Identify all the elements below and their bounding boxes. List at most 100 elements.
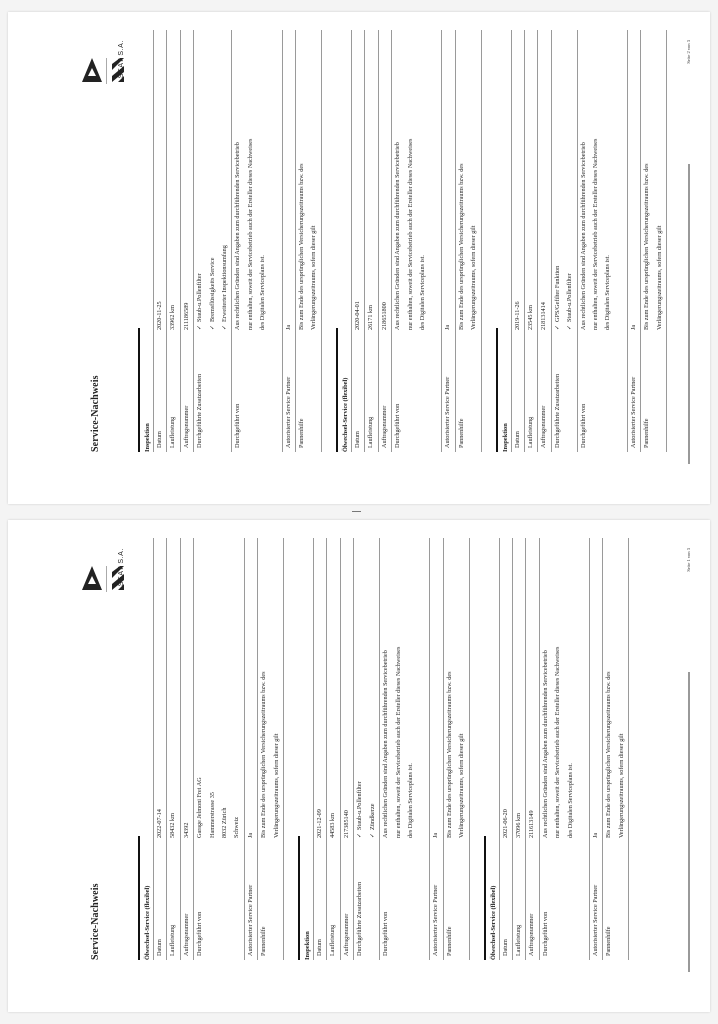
service-type-heading: Inspektion — [144, 423, 151, 452]
completed-work-item: Zündkerze — [367, 538, 379, 838]
row-value: 58432 km — [167, 538, 179, 838]
value-line: nur enthalten, soweit der Servicebetrieb… — [554, 646, 562, 838]
record-row: Datum 2021-12-09 — [313, 538, 327, 960]
value-line: Bis zum Ende des ursprünglichen Versiche… — [605, 671, 613, 838]
row-label: Datum — [156, 431, 163, 448]
row-value: 2020-11-25 — [154, 30, 166, 330]
row-label: Durchgeführte Zusatzarbeiten — [196, 373, 204, 448]
value-line: des Digitalen Serviceplans ist. — [604, 255, 612, 330]
row-label: Pannenhilfe — [445, 926, 453, 956]
value-line: 34392 — [182, 822, 190, 838]
row-value: 2019-11-26 — [512, 30, 524, 330]
page-footer: Seite 1 von 3 — [686, 548, 691, 972]
record-row: Durchgeführt von Garage Jelmoni Frei AG Ha… — [193, 538, 244, 960]
row-value: 2021-06-20 — [500, 538, 512, 838]
value-line: 217385140 — [342, 810, 350, 838]
row-value: Aus rechtlichen Gründen sind Angaben zum… — [380, 538, 417, 838]
record-row: Laufleistung 33962 km — [166, 30, 180, 452]
record-row: Laufleistung 37096 km — [511, 538, 526, 960]
record-row: Durchgeführte Zusatzarbeiten GPS/Gefilter… — [550, 30, 577, 452]
service-entry: Ölwechsel-Service (flexibel) Datum 2020-04… — [335, 30, 482, 452]
row-label: Autorisierter Service Partner — [629, 376, 637, 448]
row-label: Durchgeführte Zusatzarbeiten — [356, 881, 364, 956]
row-value: Aus rechtlichen Gründen sind Angaben zum… — [392, 30, 429, 330]
section-divider — [483, 836, 486, 960]
record-row: Autorisierter Service Partner Ja — [441, 30, 455, 452]
record-row: Laufleistung 26171 km — [364, 30, 378, 452]
record-row: Laufleistung 23545 km — [523, 30, 538, 452]
completed-work-item: Staub-u.Pollenfilter — [564, 30, 576, 330]
row-value: Aus rechtlichen Gründen sind Angaben zum… — [540, 538, 577, 838]
record-row: Pannenhilfe Bis zum Ende des ursprünglich… — [454, 30, 482, 452]
record-row: Pannenhilfe Bis zum Ende des ursprünglich… — [442, 538, 470, 960]
row-label: Auftragsnummer — [182, 913, 190, 956]
brand-name: SEAT S.A. — [118, 548, 125, 587]
row-value: 2020-04-01 — [352, 30, 364, 330]
service-type-heading: Ölwechsel-Service (flexibel) — [144, 885, 151, 960]
page-number: Seite 1 von 3 — [686, 548, 691, 572]
completed-work-item: Staub-u.Pollenfilter — [194, 30, 206, 330]
row-label: Durchgeführt von — [382, 911, 390, 956]
row-value: 211613149 — [526, 538, 538, 838]
value-line: 2021-06-20 — [501, 809, 509, 838]
row-value: Ja — [590, 538, 602, 838]
row-value: Bis zum Ende des ursprünglichen Versiche… — [456, 30, 481, 330]
row-label: Auftragsnummer — [182, 405, 190, 448]
value-line: nur enthalten, soweit der Servicebetrieb… — [246, 138, 254, 330]
row-value: Ja — [628, 30, 640, 330]
row-label: Laufleistung — [526, 416, 534, 448]
value-line: Bis zum Ende des ursprünglichen Versiche… — [445, 671, 453, 838]
value-line: Verlängerungszeitraums, sofern dieser gi… — [655, 225, 663, 330]
row-label: Auftragsnummer — [528, 913, 536, 956]
row-value: Ja — [442, 30, 454, 330]
row-value: 44583 km — [327, 538, 339, 838]
row-label: Durchgeführt von — [579, 403, 587, 448]
row-label: Durchgeführt von — [196, 911, 204, 956]
row-label: Autorisierter Service Partner — [432, 884, 440, 956]
row-value: Aus rechtlichen Gründen sind Angaben zum… — [232, 30, 269, 330]
service-entry: Inspektion Datum 2020-11-25 Laufleistung 339… — [138, 30, 322, 452]
value-line: Verlängerungszeitraums, sofern dieser gi… — [458, 733, 466, 838]
row-label: Datum — [501, 939, 509, 956]
row-label: Auftragsnummer — [342, 913, 350, 956]
row-label: Durchgeführt von — [234, 403, 242, 448]
row-value: 211186589 — [181, 30, 193, 330]
value-line: 211613149 — [528, 810, 536, 838]
service-records: Inspektion Datum 2020-11-25 Laufleistung 339… — [138, 30, 667, 452]
row-value: Ja — [430, 538, 442, 838]
value-line: Bis zum Ende des ursprünglichen Versiche… — [457, 163, 465, 330]
value-line: Ja — [629, 324, 637, 330]
section-divider — [138, 328, 140, 452]
row-label: Pannenhilfe — [605, 926, 613, 956]
row-value: 2021-12-09 — [314, 538, 326, 838]
row-label: Laufleistung — [514, 924, 522, 956]
row-label: Datum — [316, 939, 324, 956]
value-line: des Digitalen Serviceplans ist. — [418, 255, 426, 330]
value-line: Verlängerungszeitraums, sofern dieser gi… — [470, 225, 478, 330]
record-row: Durchgeführt von Aus rechtlichen Gründen … — [538, 538, 589, 960]
value-line: Verlängerungszeitraums, sofern dieser gi… — [272, 733, 280, 838]
service-entry: Inspektion Datum 2021-12-09 Laufleistung 445… — [298, 538, 470, 960]
row-value: Aus rechtlichen Gründen sind Angaben zum… — [578, 30, 615, 330]
value-line: Aus rechtlichen Gründen sind Angaben zum… — [234, 142, 242, 330]
row-label: Durchgeführt von — [394, 403, 402, 448]
row-label: Laufleistung — [329, 924, 337, 956]
row-label: Autorisierter Service Partner — [284, 376, 292, 448]
value-line: 2022-07-14 — [156, 809, 163, 838]
row-value: 23545 km — [525, 30, 537, 330]
page-fold-mark — [352, 511, 361, 512]
record-row: Datum 2020-11-25 — [153, 30, 167, 452]
value-line: des Digitalen Serviceplans ist. — [259, 255, 267, 330]
document-title: Service-Nachweis — [90, 883, 101, 960]
value-line: 2020-11-25 — [156, 301, 163, 330]
record-row: Auftragsnummer 217385140 — [339, 538, 354, 960]
row-label: Laufleistung — [367, 416, 375, 448]
value-line: Bis zum Ende des ursprünglichen Versiche… — [260, 671, 268, 838]
row-value: 37096 km — [513, 538, 525, 838]
page-2: Service-Nachweis SEAT S.A. Inspektion Datum… — [8, 12, 710, 504]
row-value: GPS/Gefilter FunktionStaub-u.Pollenfilte… — [552, 30, 577, 330]
row-label: Autorisierter Service Partner — [246, 884, 254, 956]
value-line: 2019-11-26 — [513, 301, 521, 330]
value-line: 58432 km — [169, 813, 177, 838]
